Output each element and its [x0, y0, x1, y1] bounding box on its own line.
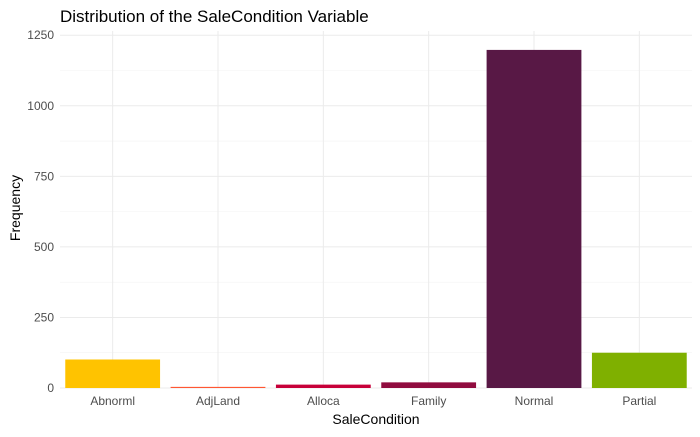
y-tick-label: 1250 — [27, 28, 54, 42]
y-axis-ticks: 0 250 500 750 1000 1250 — [27, 28, 54, 395]
chart-title: Distribution of the SaleCondition Variab… — [60, 7, 369, 26]
bar-alloca — [275, 384, 371, 388]
y-tick-label: 750 — [34, 169, 54, 183]
y-tick-label: 1000 — [27, 99, 54, 113]
x-tick-label: Normal — [515, 394, 554, 408]
y-axis-title: Frequency — [7, 175, 23, 241]
x-axis-ticks: Abnorml AdjLand Alloca Family Normal Partial — [90, 394, 656, 408]
x-tick-label: Partial — [622, 394, 656, 408]
bar-abnorml — [65, 359, 161, 388]
grid-lines — [60, 31, 692, 389]
bar-adjland — [170, 386, 266, 388]
x-tick-label: Abnorml — [90, 394, 135, 408]
bar-family — [381, 382, 477, 388]
y-tick-label: 500 — [34, 240, 54, 254]
bar-partial — [591, 352, 687, 388]
x-tick-label: AdjLand — [196, 394, 240, 408]
bar-normal — [486, 49, 582, 389]
x-tick-label: Family — [411, 394, 446, 408]
x-tick-label: Alloca — [307, 394, 340, 408]
x-axis-title: SaleCondition — [332, 411, 419, 427]
y-tick-label: 250 — [34, 310, 54, 324]
bars — [65, 49, 687, 389]
y-tick-label: 0 — [47, 381, 54, 395]
